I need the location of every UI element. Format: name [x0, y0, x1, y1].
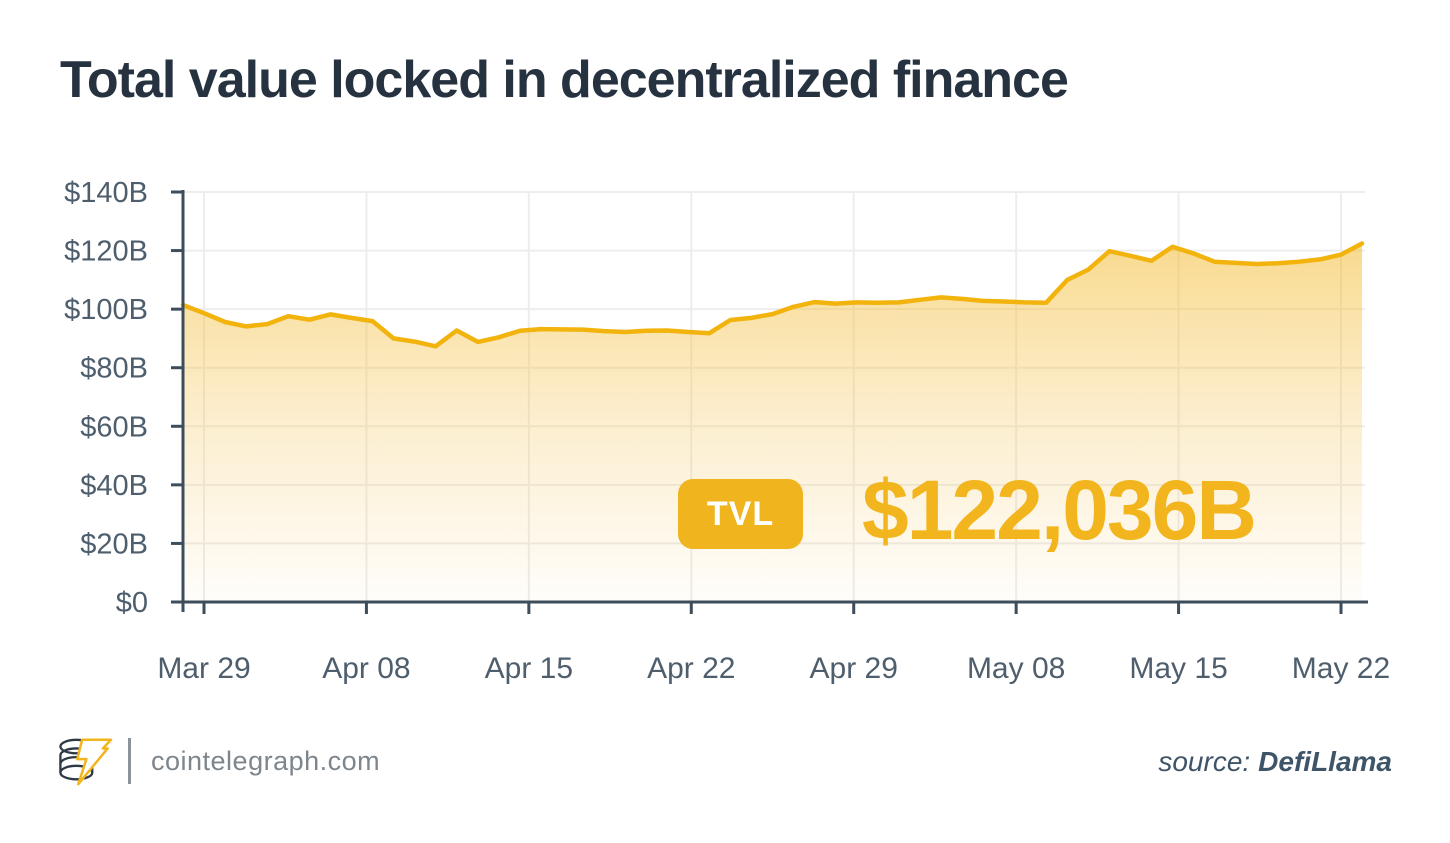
tvl-line — [180, 241, 1365, 349]
x-tick-label: Apr 08 — [322, 652, 410, 685]
x-tick-label: May 22 — [1292, 652, 1390, 685]
footer: cointelegraph.com source: DefiLlama — [0, 724, 1450, 814]
chart-series — [180, 241, 1365, 602]
y-tick-label: $120B — [64, 236, 148, 268]
tvl-badge: TVL — [678, 479, 803, 549]
x-tick-label: May 08 — [967, 652, 1065, 685]
x-tick-label: Mar 29 — [157, 652, 250, 685]
y-tick-label: $100B — [64, 294, 148, 326]
tvl-current-value: $122,036B — [862, 463, 1257, 557]
y-tick-label: $0 — [116, 587, 148, 619]
brand: cointelegraph.com — [56, 734, 380, 788]
tvl-area-fill — [183, 243, 1362, 602]
y-tick-label: $20B — [80, 528, 148, 560]
x-tick-label: Apr 29 — [810, 652, 898, 685]
footer-divider — [128, 738, 131, 784]
x-tick-label: May 15 — [1129, 652, 1227, 685]
y-tick-label: $140B — [64, 177, 148, 209]
y-tick-label: $40B — [80, 470, 148, 502]
source-label: source: — [1158, 746, 1251, 777]
y-tick-label: $60B — [80, 411, 148, 443]
x-tick-label: Apr 22 — [647, 652, 735, 685]
chart-title: Total value locked in decentralized fina… — [60, 51, 1069, 109]
chart-axis-labels: $0 $20B $40B $60B $80B $100B $120B $140B Mar 29 A… — [64, 177, 1390, 685]
lightning-t-icon — [76, 738, 113, 786]
axis-lines — [181, 190, 1368, 612]
source-name: DefiLlama — [1258, 746, 1392, 777]
cointelegraph-logo — [59, 738, 113, 786]
site-url: cointelegraph.com — [151, 745, 381, 776]
chart-axes — [171, 190, 1368, 614]
source-credit: source: DefiLlama — [1158, 746, 1392, 778]
x-tick-label: Apr 15 — [485, 652, 573, 685]
y-tick-label: $80B — [80, 353, 148, 385]
